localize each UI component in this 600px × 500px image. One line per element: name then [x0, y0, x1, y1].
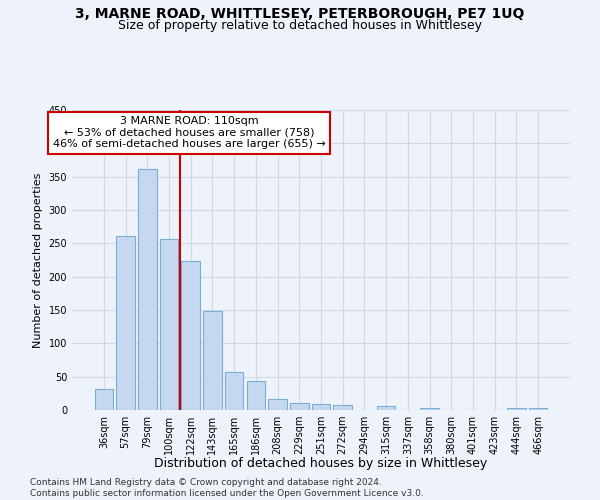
Bar: [247, 380, 265, 410]
Bar: [334, 406, 352, 410]
Text: Distribution of detached houses by size in Whittlesey: Distribution of detached houses by size …: [154, 458, 488, 470]
Bar: [203, 312, 221, 410]
Bar: [268, 398, 287, 410]
Bar: [225, 372, 244, 410]
Bar: [138, 168, 157, 410]
Bar: [507, 408, 526, 410]
Text: 3, MARNE ROAD, WHITTLESEY, PETERBOROUGH, PE7 1UQ: 3, MARNE ROAD, WHITTLESEY, PETERBOROUGH,…: [76, 8, 524, 22]
Text: Contains HM Land Registry data © Crown copyright and database right 2024.
Contai: Contains HM Land Registry data © Crown c…: [30, 478, 424, 498]
Bar: [529, 408, 547, 410]
Bar: [421, 408, 439, 410]
Text: Size of property relative to detached houses in Whittlesey: Size of property relative to detached ho…: [118, 19, 482, 32]
Bar: [312, 404, 330, 410]
Bar: [116, 236, 135, 410]
Y-axis label: Number of detached properties: Number of detached properties: [33, 172, 43, 348]
Bar: [377, 406, 395, 410]
Bar: [160, 238, 178, 410]
Bar: [181, 260, 200, 410]
Text: 3 MARNE ROAD: 110sqm
← 53% of detached houses are smaller (758)
46% of semi-deta: 3 MARNE ROAD: 110sqm ← 53% of detached h…: [53, 116, 325, 149]
Bar: [290, 402, 308, 410]
Bar: [95, 390, 113, 410]
